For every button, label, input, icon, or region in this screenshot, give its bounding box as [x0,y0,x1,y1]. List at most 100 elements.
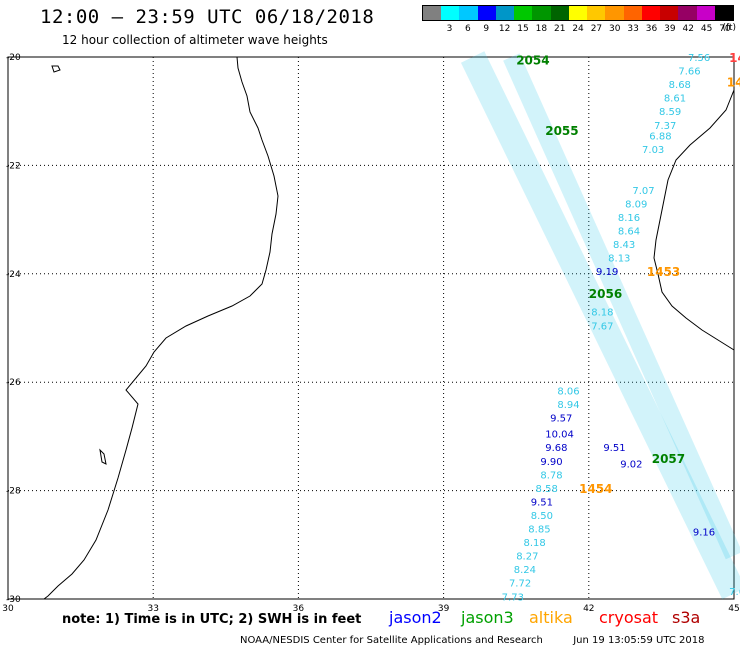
credit-text: NOAA/NESDIS Center for Satellite Applica… [240,635,543,646]
legend-swatch [568,6,588,20]
legend-swatch [696,6,715,20]
pass-time-label: 1453 [647,265,680,279]
legend-swatch [587,6,606,20]
legend-swatch [623,6,642,20]
pass-time-label: 1451 [729,51,740,65]
footer-note: note: 1) Time is in UTC; 2) SWH is in fe… [62,612,362,627]
longitude-tick-label: 42 [583,604,594,614]
footer-credit: NOAA/NESDIS Center for Satellite Applica… [240,635,704,646]
latitude-tick-label: -26 [6,378,21,388]
wave-height-value: 8.78 [540,470,562,481]
legend-swatch [550,6,569,20]
latitude-tick-label: -24 [6,270,21,280]
satellite-track-band [460,51,740,600]
small-island-outline [99,448,107,465]
latitude-tick-label: -28 [6,487,21,497]
legend-tick-label: 6 [465,24,471,34]
wave-height-value: 9.16 [693,527,715,538]
wave-height-value: 8.64 [618,226,640,237]
pass-time-label: 2055 [545,124,578,138]
wave-height-value: 8.61 [664,94,686,105]
legend-swatch [678,6,697,20]
page-title: 12:00 – 23:59 UTC 06/18/2018 [40,6,375,28]
legend-tick-label: 24 [572,24,584,34]
wave-height-value: 7.64 [729,587,740,598]
legend-swatch [714,6,733,20]
wave-height-value: 8.58 [536,484,558,495]
latitude-tick-label: -22 [6,161,21,171]
wave-height-value: 9.19 [596,267,618,278]
legend-tick-label: 3 [446,24,453,34]
wave-height-value: 9.51 [603,443,625,454]
wave-height-value: 8.85 [528,525,550,536]
wave-height-value: 7.67 [591,321,613,332]
wave-height-value: 7.37 [654,121,676,132]
pass-time-labels: 2054 2055 2056 2057 1451 1452 1453 1454 [516,51,740,496]
pass-time-label: 2054 [516,54,549,68]
wave-height-value: 7.56 [688,53,710,64]
satellite-name-cryosat: cryosat [599,608,659,627]
wave-height-value: 8.16 [618,213,640,224]
legend-tick-label: 15 [517,24,529,34]
longitude-tick-label: 45 [728,604,739,614]
wave-height-value: 8.18 [591,308,613,319]
legend-tick-label: 21 [553,24,566,34]
latitude-tick-label: -20 [6,53,21,63]
satellite-name-altika: altika [529,608,573,627]
longitude-tick-label: 33 [147,604,158,614]
longitude-tick-label: 30 [2,604,14,614]
pass-time-label: 2056 [589,287,622,301]
map-frame [7,56,735,600]
coastline [43,56,735,600]
wave-height-value: 9.57 [550,413,572,424]
satellite-tracks [460,51,740,600]
legend-tick-label: 12 [498,24,511,34]
color-legend: 3 6 9 12 15 18 21 24 27 30 33 36 39 42 45 70 (ft) [422,5,736,39]
longitude-tick-label: 36 [293,604,305,614]
legend-swatch [441,6,460,20]
legend-tick-label: 27 [590,24,603,34]
wave-height-value: 9.90 [540,457,562,468]
timestamp-text: Jun 19 13:05:59 UTC 2018 [573,635,705,646]
legend-tick-label: 42 [682,24,694,34]
wave-height-value: 9.51 [531,497,553,508]
legend-swatch [514,6,533,20]
legend-swatch [423,6,442,20]
legend-swatch [477,6,496,20]
legend-tick-label: 36 [645,24,658,34]
wave-height-value: 8.13 [608,254,630,265]
legend-swatches [422,5,734,21]
legend-tick-label: 45 [700,24,713,34]
wave-height-labels: 7.56 7.66 8.68 8.61 8.59 7.376.88 7.03 7.07 8.09… [502,53,740,603]
small-island-outline [51,65,61,73]
wave-height-value: 7.03 [642,145,664,156]
page-subtitle: 12 hour collection of altimeter wave hei… [62,33,328,47]
legend-swatch [660,6,679,20]
axis-labels: 30 33 36 39 42 45 -20 -22 -24 -26 -28 -30 [2,53,739,614]
legend-tick-label: 33 [627,24,639,34]
map-grid [8,57,734,599]
legend-labels: 3 6 9 12 15 18 21 24 27 30 33 36 39 42 45 70 [422,24,734,34]
wave-height-value: 8.09 [625,199,647,210]
wave-height-value: 8.94 [557,400,579,411]
legend-unit: (ft) [722,23,736,33]
wave-height-value: 7.07 [632,186,654,197]
satellite-name-s3a: s3a [672,608,701,627]
legend-tick-label: 70 [719,24,731,34]
wave-height-value: 8.43 [613,240,635,251]
legend-swatch [459,6,478,20]
wave-height-value: 8.27 [516,552,538,563]
wave-height-value: 6.88 [649,132,671,143]
satellite-name-jason2: jason2 [389,608,442,627]
wave-height-value: 8.06 [557,386,579,397]
africa-coastline [43,56,279,600]
longitude-tick-label: 39 [438,604,450,614]
madagascar-coastline [653,89,735,351]
pass-time-label: 2057 [652,452,685,466]
wave-height-value: 10.04 [545,430,574,441]
legend-tick-label: 18 [535,24,548,34]
legend-tick-label: 30 [609,24,621,34]
satellite-track-band [503,53,740,560]
